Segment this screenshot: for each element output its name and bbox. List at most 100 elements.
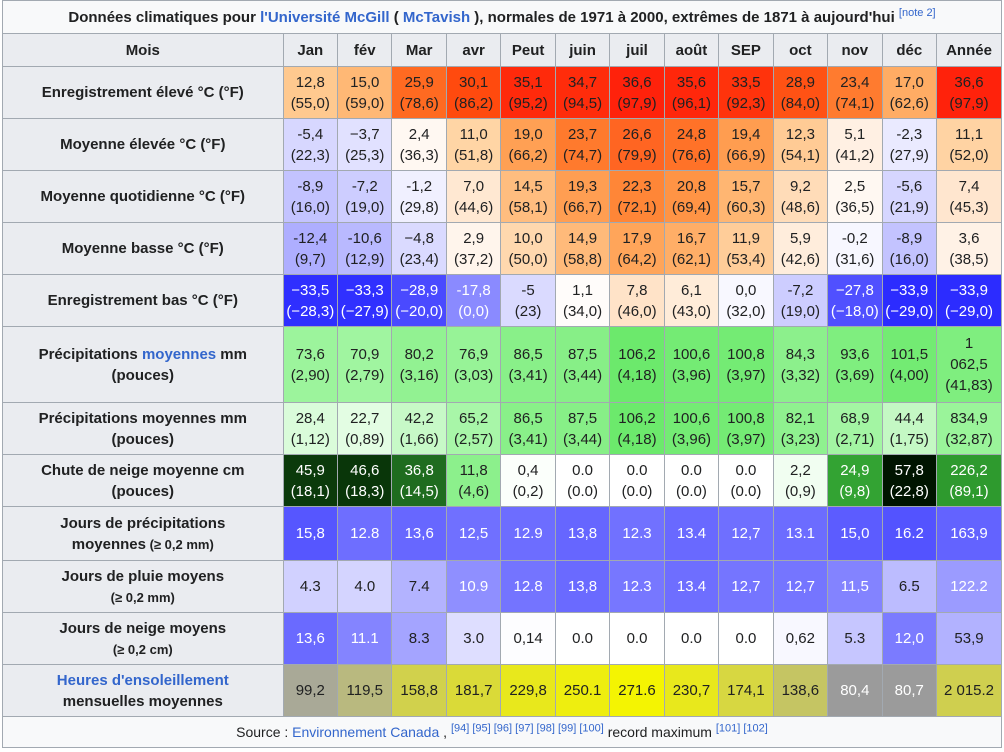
fahrenheit-value: (97,9)	[949, 94, 989, 112]
celsius-value: -8,9	[297, 177, 324, 195]
celsius-value: -10,6	[347, 229, 382, 247]
celsius-value: 36,6	[954, 73, 984, 91]
fahrenheit-value: (23,4)	[399, 250, 439, 268]
data-cell: 84,3 (3,32)	[772, 326, 829, 403]
row-label-small: (≥ 0,2 cm)	[112, 641, 173, 657]
metric-value: 86,5	[513, 345, 543, 363]
data-cell: 70,9 (2,79)	[337, 326, 393, 403]
data-cell: 12,7	[772, 560, 829, 613]
fahrenheit-value: (0,0)	[458, 302, 490, 320]
data-cell: 86,5 (3,41)	[500, 402, 556, 455]
data-cell: 10.9	[445, 560, 502, 613]
imperial-value: (1,75)	[889, 430, 929, 448]
celsius-value: -17,8	[456, 281, 491, 299]
data-cell: 13,6	[282, 612, 339, 665]
data-cell: 11.1	[337, 612, 393, 665]
data-cell: 7,8 (46,0)	[609, 274, 665, 327]
fahrenheit-value: (51,8)	[454, 146, 494, 164]
imperial-value: (3,16)	[399, 366, 439, 384]
celsius-value: 28,9	[785, 73, 815, 91]
data-cell: 2,9 (37,2)	[445, 222, 502, 275]
data-cell: 12,7	[718, 506, 774, 561]
fahrenheit-value: (19,0)	[780, 302, 820, 320]
imperial-value: (2,79)	[345, 366, 385, 384]
data-cell: 12.9	[500, 506, 556, 561]
source-refs[interactable]: [94] [95] [96] [97] [98] [99] [100]	[450, 721, 604, 734]
month-header-10: oct	[772, 33, 829, 67]
data-cell: 4.0	[337, 560, 393, 613]
source-refs-2[interactable]: [101] [102]	[715, 721, 768, 734]
source-row: Source : Environnement Canada , [94] [95…	[2, 716, 1002, 748]
caption-note-link[interactable]: [note 2]	[898, 6, 936, 19]
row-header: Jours de pluie moyens (≥ 0,2 mm)	[2, 560, 284, 613]
metric-value: 100,8	[727, 409, 765, 427]
imperial-value: (3,69)	[835, 366, 875, 384]
data-cell: 44,4 (1,75)	[881, 402, 938, 455]
data-cell: 11,8 (4,6)	[445, 454, 502, 507]
fahrenheit-value: (60,3)	[726, 198, 766, 216]
metric-value: 226,2	[950, 461, 988, 479]
row-header-line: moyennes (≥ 0,2 mm)	[4, 534, 282, 555]
imperial-value: (41,83)	[945, 377, 993, 394]
data-cell: 0,4 (0,2)	[500, 454, 556, 507]
data-cell: 36,8 (14,5)	[391, 454, 447, 507]
data-cell: 0.0 (0.0)	[554, 454, 611, 507]
data-cell: -10,6 (12,9)	[337, 222, 393, 275]
header-mois: Mois	[2, 33, 284, 67]
fahrenheit-value: (86,2)	[454, 94, 494, 112]
metric-value: 834,9	[950, 409, 988, 427]
caption-link-mcgill[interactable]: l'Université McGill	[260, 8, 390, 26]
celsius-value: -8,9	[896, 229, 923, 247]
data-cell: 11,0 (51,8)	[445, 118, 502, 171]
metric-value: 87,5	[567, 345, 598, 363]
metric-value: 70,9	[350, 345, 380, 363]
fahrenheit-value: (25,3)	[345, 146, 385, 164]
fahrenheit-value: (41,2)	[835, 146, 875, 164]
celsius-value: 16,7	[676, 229, 707, 247]
data-cell: 5.3	[827, 612, 883, 665]
imperial-value: (0,89)	[345, 430, 385, 448]
row-header-unit: (pouces)	[111, 366, 175, 384]
metric-value: 2,2	[789, 461, 811, 479]
data-cell: 28,4 (1,12)	[282, 402, 339, 455]
data-cell: 13,8	[554, 560, 611, 613]
row-header: Moyenne quotidienne °C (°F)	[2, 170, 284, 223]
row-label-link[interactable]: moyennes	[141, 345, 217, 363]
fahrenheit-value: (43,0)	[671, 302, 712, 320]
celsius-value: 19,0	[513, 125, 543, 143]
metric-value: 76,9	[459, 345, 489, 363]
fahrenheit-value: (76,6)	[671, 146, 712, 164]
row-header-line: Chute de neige moyenne cm	[4, 460, 282, 481]
row-label-link[interactable]: Heures d'ensoleillement	[56, 671, 229, 689]
data-cell: 26,6 (79,9)	[609, 118, 665, 171]
imperial-value: (0.0)	[621, 482, 653, 500]
data-cell: 33,5 (92,3)	[718, 66, 774, 119]
data-cell: 3.0	[445, 612, 502, 665]
celsius-value: 6,1	[681, 281, 702, 299]
row-header-line: Jours de précipitations	[60, 514, 226, 532]
data-cell: 2,5 (36,5)	[827, 170, 883, 223]
data-cell: 25,9 (78,6)	[391, 66, 447, 119]
data-cell: 834,9 (32,87)	[936, 402, 1002, 455]
row-header: Chute de neige moyenne cm (pouces)	[2, 454, 284, 507]
data-cell: 24,8 (76,6)	[663, 118, 720, 171]
data-cell: 5,1 (41,2)	[827, 118, 883, 171]
fahrenheit-value: (46,0)	[617, 302, 657, 320]
caption-link-mctavish[interactable]: McTavish	[402, 8, 471, 26]
data-cell: 12.3	[609, 560, 665, 613]
fahrenheit-value: (84,0)	[780, 94, 820, 112]
celsius-value: 26,6	[622, 125, 652, 143]
data-cell: 6,1 (43,0)	[663, 274, 720, 327]
imperial-value: (3,44)	[562, 430, 603, 448]
source-link[interactable]: Environnement Canada	[292, 723, 440, 740]
celsius-value: 5,9	[789, 229, 811, 247]
data-cell: 35,1 (95,2)	[500, 66, 556, 119]
data-cell: 6.5	[881, 560, 938, 613]
data-cell: 15,8	[282, 506, 339, 561]
celsius-value: −33,5	[291, 281, 330, 299]
celsius-value: -5,6	[896, 177, 923, 195]
celsius-value: 2,9	[463, 229, 485, 247]
data-cell: 42,2 (1,66)	[391, 402, 447, 455]
celsius-value: 25,9	[404, 73, 434, 91]
